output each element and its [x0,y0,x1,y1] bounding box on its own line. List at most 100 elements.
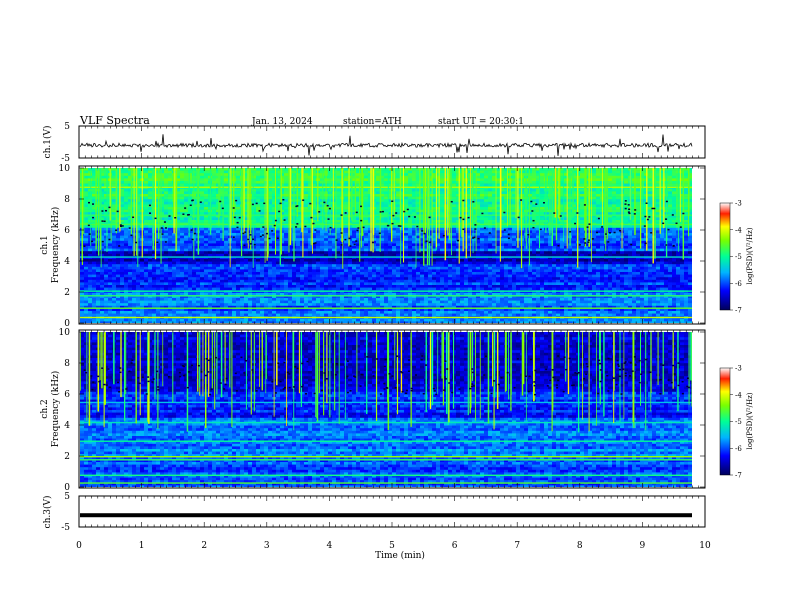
spectrogram-cell [668,196,673,200]
spectrogram-cell [120,240,125,244]
spectrogram-cell [436,212,441,216]
spectrogram-cell [536,201,541,205]
spectrogram-cell [312,183,317,187]
spectrogram-cell [312,207,317,210]
spectrogram-cell [500,227,505,231]
spectrogram-cell [92,212,97,216]
spectrogram-cell [176,240,181,244]
spectrogram-cell [508,227,513,231]
spectrogram-cell [268,217,273,221]
spectrogram-cell [112,212,117,216]
spectrogram-cell [280,243,285,247]
spectrogram-cell [476,188,481,192]
spectrogram-cell [88,168,93,171]
spectrogram-cell [320,209,325,213]
spectrogram-cell [396,248,401,252]
spectrogram-cell [256,196,261,200]
spectrogram-cell [548,240,553,244]
spectrogram-cell [608,209,613,213]
spectrogram-cell [224,227,229,231]
spectrogram-cell [100,199,105,203]
spectrogram-cell [184,212,189,216]
spectrogram-cell [264,178,269,182]
spectrogram-cell [164,183,169,187]
spectrogram-cell [496,246,501,249]
spectrogram-cell [284,227,289,231]
spectrogram-cell [388,220,393,223]
spectrogram-cell [112,191,117,195]
spectrogram-cell [460,246,465,249]
spectrogram-cell [508,243,513,247]
spectrogram-cell [368,196,373,200]
spectrogram-cell [616,170,621,174]
spectrogram-cell [380,188,385,192]
spectrogram-cell [612,225,617,229]
spectrogram-cell [488,173,493,177]
spectrogram-cell [392,233,397,236]
spectrogram-cell [308,235,313,239]
spectrogram-cell [160,217,165,221]
spectrogram-cell [388,246,393,249]
spectrogram-cell [536,170,541,174]
spectrogram-cell [388,230,393,234]
spectrogram-cell [364,233,369,236]
spectrogram-cell [212,168,217,171]
spectrogram-cell [224,191,229,195]
spectrogram-cell [632,181,637,184]
spectrogram-cell [180,235,185,239]
spectrogram-cell [88,201,93,205]
spectrogram-cell [128,168,133,171]
spectrogram-cell [552,235,557,239]
spectrogram-cell [92,199,97,203]
spectrogram-cell [180,238,185,242]
spectrogram-cell [172,240,177,244]
spectrogram-cell [452,199,457,203]
spectrogram-cell [348,191,353,195]
spectrogram-cell [408,235,413,239]
spectrogram-cell [320,194,325,197]
spectrogram-cell [416,199,421,203]
spectrogram-cell [632,214,637,218]
spectrogram-cell [528,209,533,213]
spectrogram-cell [236,173,241,177]
spectrogram-cell [116,248,121,252]
spectrogram-cell [208,251,213,255]
spectrogram-cell [120,178,125,182]
spectrogram-cell [92,209,97,213]
spectrogram-cell [416,238,421,242]
spectrogram-cell [468,246,473,249]
spectrogram-cell [184,227,189,231]
spectrogram-cell [432,238,437,242]
spectrogram-cell [512,181,517,184]
spectrogram-cell [484,220,489,223]
spectrogram-cell [256,225,261,229]
spectrogram-cell [156,251,161,255]
spectrogram-cell [616,227,621,231]
spectrogram-cell [628,220,633,223]
spectrogram-cell [332,225,337,229]
spectrogram-cell [280,251,285,255]
spectrogram-cell [624,243,629,247]
spectrogram-cell [492,233,497,236]
spectrogram-cell [204,168,209,171]
spectrogram-cell [628,243,633,247]
spectrogram-cell [412,235,417,239]
spectrogram-cell [512,217,517,221]
spectrogram-cell [204,212,209,216]
spectrogram-cell [624,168,629,171]
spectrogram-cell [284,230,289,234]
spectrogram-cell [244,170,249,174]
spectrogram-cell [648,204,653,208]
spectrogram-cell [348,178,353,182]
spectrogram-cell [616,204,621,208]
spectrogram-cell [296,248,301,252]
spectrogram-cell [400,240,405,244]
spectrogram-cell [564,183,569,187]
spectrogram-cell [308,233,313,236]
spectrogram-cell [632,183,637,187]
spectrogram-cell [496,183,501,187]
spectrogram-cell [380,173,385,177]
spectrogram-cell [428,204,433,208]
spectrogram-cell [656,235,661,239]
spectrogram-cell [264,225,269,229]
